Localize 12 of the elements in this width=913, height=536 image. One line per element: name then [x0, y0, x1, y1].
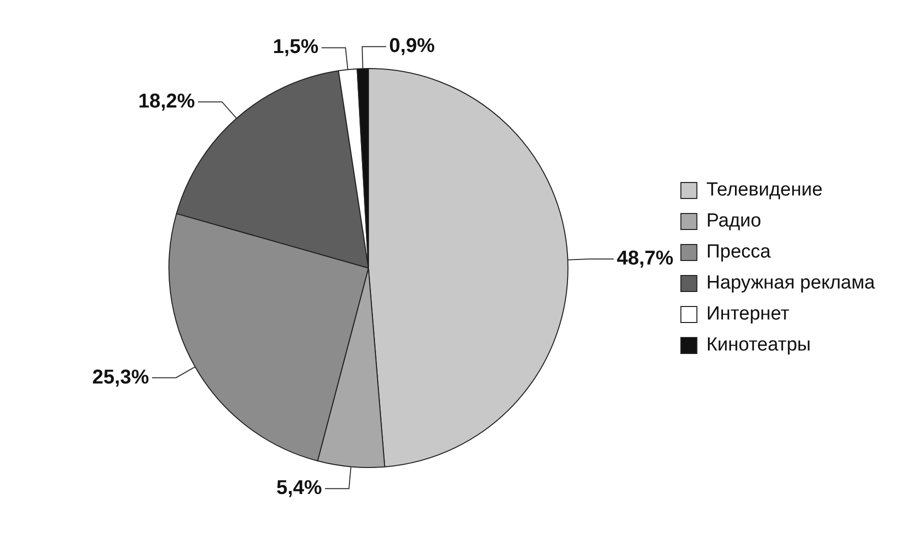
data-label: 5,4% — [276, 477, 322, 500]
data-label: 48,7% — [616, 247, 674, 270]
legend-label: Телевидение — [706, 180, 823, 201]
legend-label: Радио — [706, 210, 762, 232]
legend-label: Интернет — [706, 304, 790, 325]
legend-label: Наружная реклама — [706, 272, 876, 294]
data-label: 0,9% — [389, 35, 435, 58]
legend-label: Кинотеатры — [706, 334, 811, 356]
legend-label: Пресса — [706, 242, 772, 263]
data-label: 1,5% — [272, 36, 319, 58]
data-label: 25,3% — [92, 366, 150, 388]
data-label: 18,2% — [138, 90, 196, 112]
